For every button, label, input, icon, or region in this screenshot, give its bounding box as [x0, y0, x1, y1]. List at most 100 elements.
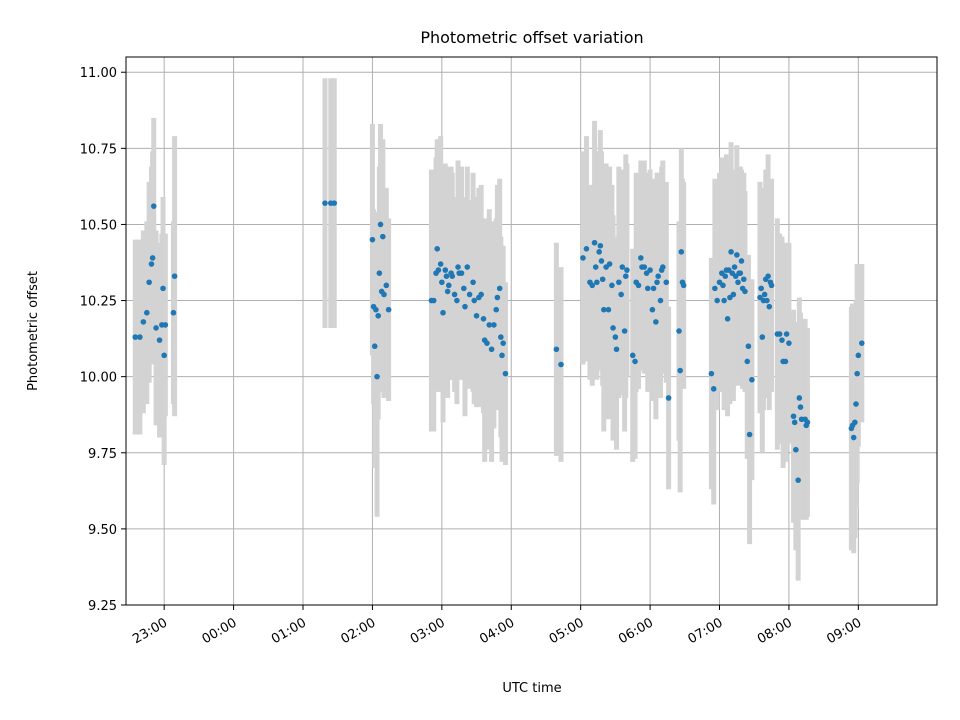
data-point — [171, 273, 178, 280]
data-point — [744, 358, 751, 365]
data-point — [855, 352, 862, 359]
data-point — [722, 273, 729, 280]
data-point — [791, 419, 798, 426]
data-point — [385, 306, 392, 313]
data-point — [678, 249, 685, 255]
data-point — [369, 236, 376, 243]
data-point — [140, 319, 147, 325]
data-point — [430, 297, 437, 304]
data-point — [852, 419, 858, 426]
data-point — [149, 255, 156, 261]
data-points — [132, 200, 865, 483]
data-point — [153, 325, 159, 331]
data-point — [471, 297, 478, 304]
data-point — [606, 261, 613, 267]
data-point — [621, 328, 628, 334]
data-point — [461, 285, 467, 292]
data-point — [797, 404, 804, 410]
data-point — [376, 270, 383, 276]
data-point — [455, 264, 461, 270]
data-point — [494, 294, 501, 301]
data-point — [619, 264, 626, 270]
data-point — [776, 331, 783, 337]
y-axis: 9.25 9.50 9.75 10.00 10.25 10.50 10.75 11.00 — [80, 66, 126, 614]
data-point — [759, 334, 766, 340]
data-point — [331, 200, 338, 206]
data-point — [373, 306, 379, 313]
data-point — [148, 261, 155, 267]
data-point — [137, 334, 143, 340]
data-point — [170, 309, 177, 316]
data-point — [480, 316, 487, 322]
data-point — [766, 303, 773, 310]
data-point — [383, 282, 390, 289]
data-point — [491, 322, 497, 328]
data-point — [144, 309, 150, 316]
data-point — [589, 282, 596, 289]
data-point — [146, 279, 152, 286]
y-tick-label: 11.00 — [80, 66, 117, 81]
data-point — [657, 297, 664, 304]
data-point — [434, 246, 441, 252]
data-point — [484, 340, 490, 346]
data-point — [731, 264, 738, 270]
data-point — [635, 282, 642, 289]
data-point — [150, 203, 157, 209]
data-point — [710, 386, 717, 392]
data-point — [596, 249, 602, 255]
data-point — [721, 297, 727, 304]
data-point — [618, 291, 624, 298]
data-point — [665, 395, 672, 401]
data-point — [638, 255, 644, 261]
data-point — [161, 352, 167, 359]
data-point — [486, 322, 493, 328]
data-point — [445, 282, 452, 289]
data-point — [609, 282, 615, 289]
data-point — [371, 343, 378, 350]
data-point — [499, 352, 505, 359]
data-point — [374, 373, 380, 380]
data-point — [782, 358, 789, 365]
data-point — [156, 337, 163, 343]
data-point — [653, 319, 659, 325]
data-point — [322, 200, 328, 206]
plot-frame — [125, 56, 938, 606]
y-tick-label: 10.25 — [80, 295, 117, 310]
data-point — [647, 267, 653, 273]
data-point — [790, 413, 797, 420]
data-point — [786, 340, 792, 346]
data-point — [737, 270, 744, 276]
data-point — [853, 401, 859, 407]
data-point — [649, 306, 656, 313]
data-point — [730, 291, 737, 298]
data-point — [676, 328, 682, 334]
data-point — [735, 279, 741, 286]
data-point — [745, 343, 752, 350]
data-point — [779, 337, 785, 343]
data-point — [454, 297, 460, 304]
data-point — [765, 273, 771, 280]
data-point — [654, 279, 660, 286]
data-point — [558, 361, 564, 368]
data-point — [728, 249, 734, 255]
data-point — [746, 431, 753, 438]
data-point — [708, 370, 715, 377]
data-point — [464, 264, 471, 270]
data-point — [591, 239, 598, 246]
data-point — [677, 367, 683, 374]
data-point — [375, 312, 382, 319]
data-point — [641, 264, 648, 270]
data-point — [795, 477, 801, 483]
data-point — [592, 264, 599, 270]
data-point — [632, 358, 638, 365]
data-point — [580, 255, 586, 261]
data-point — [655, 273, 661, 280]
data-point — [742, 288, 748, 295]
data-point — [160, 285, 166, 292]
data-point — [758, 285, 764, 292]
data-point — [496, 285, 503, 292]
data-point — [796, 395, 803, 401]
y-tick-label: 10.75 — [80, 142, 117, 157]
data-point — [714, 297, 720, 304]
